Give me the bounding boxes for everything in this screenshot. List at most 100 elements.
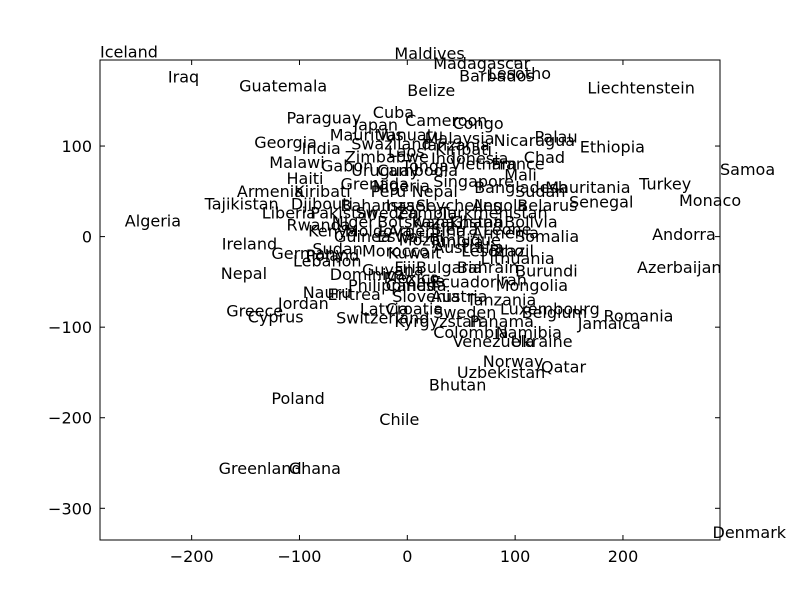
point-label: Mauritius xyxy=(330,126,404,145)
point-label: Ecuador xyxy=(431,272,497,291)
point-label: Iran xyxy=(496,271,527,290)
point-label: Cyprus xyxy=(248,308,304,327)
point-label: Cameroon xyxy=(405,111,487,130)
point-label: Maldives xyxy=(394,44,464,63)
point-label: Japan xyxy=(352,116,398,135)
point-label: Armenia xyxy=(472,223,539,242)
point-label: Austria xyxy=(431,287,488,306)
point-label: Paraguay xyxy=(287,108,362,127)
point-label: Sudan xyxy=(515,182,565,201)
point-label: Kenya xyxy=(308,222,357,241)
point-label: Sweden xyxy=(433,303,496,322)
point-label: Bhutan xyxy=(429,376,486,395)
point-label: Algeria xyxy=(125,212,181,231)
point-label: Nigeria xyxy=(373,176,430,195)
point-label: Mauritania xyxy=(545,178,630,197)
point-label: Mali xyxy=(504,166,537,185)
point-label: Zimbabwe xyxy=(345,147,429,166)
point-label: Luxembourg xyxy=(500,300,600,319)
point-label: Cuba xyxy=(373,103,414,122)
x-tick-label: −200 xyxy=(170,547,214,566)
point-label: Chile xyxy=(379,410,419,429)
point-label: Fiji xyxy=(394,258,415,277)
point-label: Greenland xyxy=(219,459,302,478)
point-label: Eswatini xyxy=(377,227,444,246)
point-label: Israel xyxy=(386,196,430,215)
y-tick-label: 100 xyxy=(61,137,92,156)
point-label: Tajikistan xyxy=(204,194,279,213)
y-tick-label: −200 xyxy=(48,409,92,428)
point-label: Grenada xyxy=(341,175,409,194)
point-label: Turkey xyxy=(638,175,691,194)
point-label: Laos xyxy=(388,142,425,161)
point-label: Lesotho xyxy=(488,64,551,83)
y-tick-label: −100 xyxy=(48,318,92,337)
point-label: Singapore xyxy=(433,172,514,191)
point-label: Georgia xyxy=(254,133,317,152)
point-label: Denmark xyxy=(713,523,787,542)
point-label: Latvia xyxy=(360,300,409,319)
point-label: Lesotho xyxy=(461,242,524,261)
point-label: Senegal xyxy=(569,193,633,212)
point-label: Tonga xyxy=(401,156,449,175)
point-label: Argentina xyxy=(388,222,466,241)
point-label: Bahrain xyxy=(457,258,519,277)
point-label: Pakistan xyxy=(310,204,377,223)
point-label: Zambia xyxy=(397,204,458,223)
point-label: Ghana xyxy=(289,459,341,478)
point-label: Bulgaria xyxy=(416,258,482,277)
point-label: Vietnam xyxy=(450,155,517,174)
point-label: Congo xyxy=(453,114,504,133)
point-label: Guyana xyxy=(362,261,424,280)
point-label: Morocco xyxy=(362,242,429,261)
point-label: Guatemala xyxy=(239,77,327,96)
point-label: Ukraine xyxy=(511,332,573,351)
point-label: Nicaragua xyxy=(494,131,575,150)
point-label: Tanzania xyxy=(419,136,490,155)
point-label: Angola xyxy=(472,196,527,215)
point-label: Poland xyxy=(271,389,324,408)
point-label: Barbados xyxy=(459,67,535,86)
x-tick-label: 200 xyxy=(608,547,639,566)
point-label: Belgium xyxy=(522,303,588,322)
point-label: Bolivia xyxy=(504,213,557,232)
point-label: Brazil xyxy=(489,242,534,261)
point-label: Mexico xyxy=(384,269,440,288)
point-label: Madagascar xyxy=(433,54,530,73)
point-label: Chile xyxy=(405,271,445,290)
point-label: Liberia xyxy=(262,204,316,223)
point-label: Mongolia xyxy=(496,276,568,295)
point-label: Malaysia xyxy=(425,129,495,148)
point-label: Liechtenstein xyxy=(587,79,694,98)
point-label: Bahamas xyxy=(341,196,415,215)
point-label: Peru xyxy=(371,182,407,201)
point-label: Poland xyxy=(306,246,359,265)
point-label: Kazakhstan xyxy=(412,213,504,232)
point-label: Azerbaijan xyxy=(637,258,722,277)
point-label: Iceland xyxy=(100,42,158,61)
point-label: Kiribati xyxy=(435,140,492,159)
point-label: Jamaica xyxy=(577,314,641,333)
point-label: Lithuania xyxy=(481,249,555,268)
point-label: Cambodia xyxy=(377,161,458,180)
point-label: Vanuatu xyxy=(377,126,443,145)
point-label: Venezuela xyxy=(453,332,535,351)
point-label: Palau xyxy=(535,127,578,146)
point-label: Chad xyxy=(524,148,565,167)
point-label: Kuwait xyxy=(388,243,441,262)
point-label: France xyxy=(491,155,544,174)
point-label: Gabon xyxy=(321,156,373,175)
point-label: Jordan xyxy=(277,294,329,313)
point-label: Uzbekistan xyxy=(457,363,545,382)
point-label: Germany xyxy=(271,244,345,263)
point-label: Malawi xyxy=(269,153,324,172)
point-label: Armenia xyxy=(237,182,304,201)
point-label: Canada xyxy=(386,276,447,295)
point-label: India xyxy=(302,139,341,158)
point-label: Somalia xyxy=(515,227,579,246)
point-label: Burundi xyxy=(515,262,578,281)
point-label: Andorra xyxy=(652,225,716,244)
point-label: Slovenia xyxy=(392,287,460,306)
x-tick-label: −100 xyxy=(278,547,322,566)
